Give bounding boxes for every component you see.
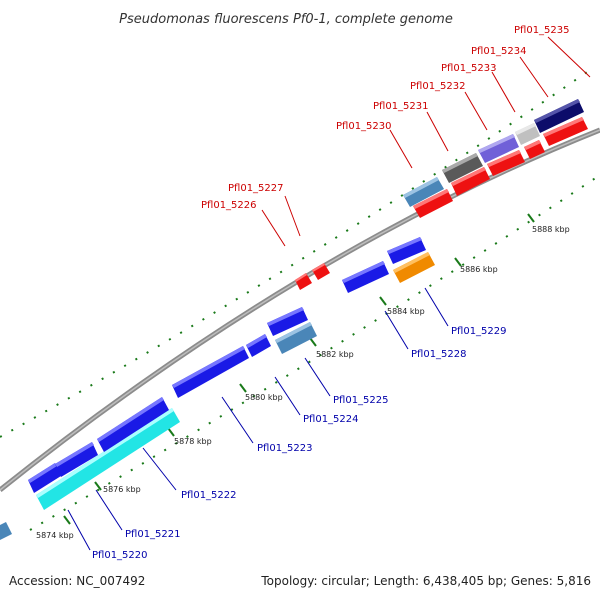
topology-text: Topology: circular; Length: 6,438,405 bp… — [260, 574, 591, 588]
gene-label-pfl01-5230[interactable]: Pfl01_5230 — [336, 121, 392, 132]
tick-label-5884: 5884 kbp — [387, 307, 425, 316]
top-leader-lines — [261, 36, 591, 247]
gene-pfl01-5226[interactable] — [295, 273, 312, 290]
gene-label-pfl01-5229[interactable]: Pfl01_5229 — [451, 326, 507, 337]
gene-pfl01-5225[interactable] — [275, 322, 317, 354]
gene-pfl01-5221[interactable] — [36, 408, 180, 510]
gene-label-pfl01-5228[interactable]: Pfl01_5228 — [411, 349, 467, 360]
gene-pfl01-5233-red[interactable] — [524, 140, 545, 159]
gene-pfl01-5224[interactable] — [246, 334, 271, 357]
gene-pfl01-5233[interactable] — [515, 123, 540, 145]
gene-pfl01-5231-red[interactable] — [451, 167, 490, 196]
tick-label-5874: 5874 kbp — [36, 531, 74, 540]
outer-ring — [0, 69, 591, 438]
gene-pfl01-5228b[interactable] — [387, 237, 426, 264]
gene-label-pfl01-5224[interactable]: Pfl01_5224 — [303, 414, 359, 425]
gene-pfl01-5223[interactable] — [172, 346, 249, 398]
gene-label-pfl01-5223[interactable]: Pfl01_5223 — [257, 443, 313, 454]
tick-label-5878: 5878 kbp — [174, 437, 212, 446]
gene-pfl01-5234[interactable] — [534, 99, 584, 133]
gene-label-pfl01-5225[interactable]: Pfl01_5225 — [333, 395, 389, 406]
gene-pfl01-5227[interactable] — [312, 263, 330, 280]
gene-pfl01-5232[interactable] — [478, 134, 519, 163]
gene-label-pfl01-5235[interactable]: Pfl01_5235 — [514, 25, 570, 36]
gene-pfl01-5222a[interactable] — [55, 442, 98, 477]
gene-pfl01-5222[interactable] — [97, 397, 169, 452]
gene-label-pfl01-5220[interactable]: Pfl01_5220 — [92, 550, 148, 561]
tick-label-5876: 5876 kbp — [103, 485, 141, 494]
gene-label-pfl01-5234[interactable]: Pfl01_5234 — [471, 46, 527, 57]
gene-pfl01-5230-steelblue[interactable] — [403, 177, 444, 207]
tick-label-5882: 5882 kbp — [316, 350, 354, 359]
gene-label-pfl01-5232[interactable]: Pfl01_5232 — [410, 81, 466, 92]
tick-label-5888: 5888 kbp — [532, 225, 570, 234]
gene-label-pfl01-5233[interactable]: Pfl01_5233 — [441, 63, 497, 74]
gene-pfl01-5225a[interactable] — [267, 307, 308, 336]
gene-pfl01-5229[interactable] — [393, 252, 435, 283]
gene-pfl01-5232-red[interactable] — [487, 150, 525, 176]
gene-pfl01-5231[interactable] — [442, 153, 483, 183]
gene-pfl01-5230-red[interactable] — [413, 189, 453, 218]
tick-label-5886: 5886 kbp — [460, 265, 498, 274]
gene-pfl01-5228a[interactable] — [342, 261, 389, 293]
gene-edge-left[interactable] — [0, 522, 12, 540]
map-title: Pseudomonas fluorescens Pf0-1, complete … — [119, 12, 453, 27]
gene-pfl01-5235[interactable] — [543, 117, 588, 146]
bottom-leader-lines — [67, 287, 449, 551]
gene-pfl01-5220[interactable] — [28, 463, 61, 493]
gene-label-pfl01-5221[interactable]: Pfl01_5221 — [125, 529, 181, 540]
gene-label-pfl01-5231[interactable]: Pfl01_5231 — [373, 101, 429, 112]
major-ticks — [63, 213, 535, 525]
gene-label-pfl01-5222[interactable]: Pfl01_5222 — [181, 490, 237, 501]
accession-text: Accession: NC_007492 — [9, 574, 145, 588]
tick-label-5880: 5880 kbp — [245, 393, 283, 402]
gene-label-pfl01-5227[interactable]: Pfl01_5227 — [228, 183, 284, 194]
inner-ring — [29, 174, 600, 531]
gene-label-pfl01-5226[interactable]: Pfl01_5226 — [201, 200, 257, 211]
